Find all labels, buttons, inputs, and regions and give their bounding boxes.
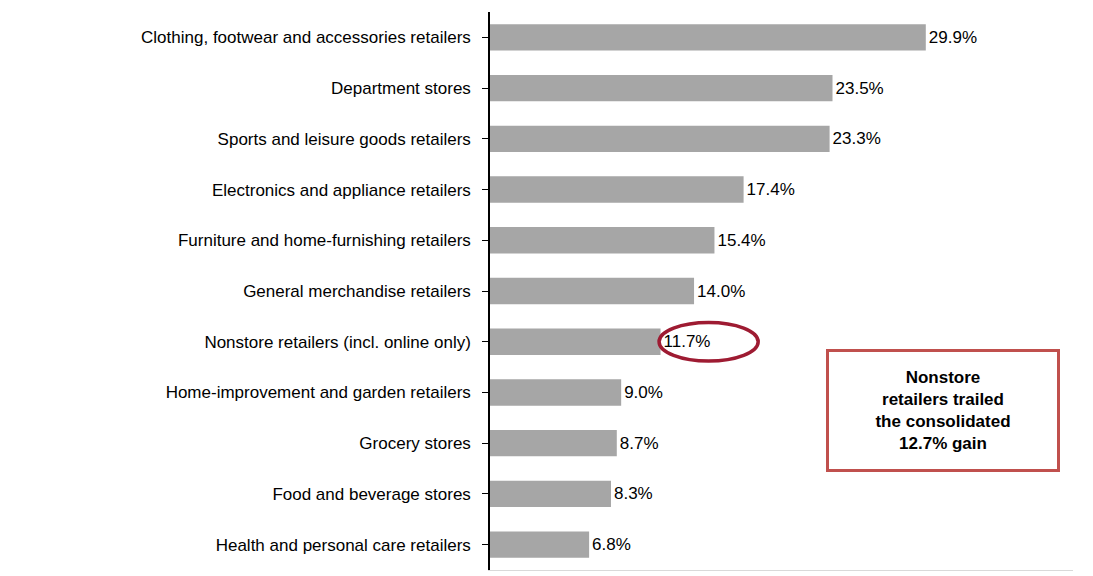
svg-text:17.4%: 17.4%: [747, 180, 795, 199]
svg-text:Home-improvement and garden re: Home-improvement and garden retailers: [166, 383, 471, 402]
svg-text:Nonstoreretailers trailedthe c: Nonstoreretailers trailedthe consolidate…: [875, 368, 1010, 453]
svg-text:Grocery stores: Grocery stores: [359, 434, 470, 453]
svg-text:Department stores: Department stores: [331, 79, 471, 98]
svg-text:Nonstore retailers (incl. onli: Nonstore retailers (incl. online only): [204, 333, 470, 352]
svg-text:Furniture and home-furnishing: Furniture and home-furnishing retailers: [178, 231, 471, 250]
svg-text:Sports and leisure goods retai: Sports and leisure goods retailers: [218, 130, 471, 149]
svg-text:General merchandise retailers: General merchandise retailers: [243, 282, 471, 301]
svg-text:9.0%: 9.0%: [624, 383, 663, 402]
svg-text:Electronics and appliance reta: Electronics and appliance retailers: [212, 181, 471, 200]
svg-text:29.9%: 29.9%: [929, 28, 977, 47]
svg-text:8.3%: 8.3%: [614, 484, 653, 503]
svg-text:15.4%: 15.4%: [717, 231, 765, 250]
svg-text:Health and personal care retai: Health and personal care retailers: [216, 536, 471, 555]
svg-text:6.8%: 6.8%: [592, 535, 631, 554]
svg-text:14.0%: 14.0%: [697, 282, 745, 301]
svg-text:23.5%: 23.5%: [836, 79, 884, 98]
svg-text:Clothing, footwear and accesso: Clothing, footwear and accessories retai…: [141, 28, 471, 47]
svg-text:8.7%: 8.7%: [620, 434, 659, 453]
svg-text:23.3%: 23.3%: [833, 129, 881, 148]
svg-text:Food and beverage stores: Food and beverage stores: [272, 485, 470, 504]
svg-text:11.7%: 11.7%: [664, 332, 711, 351]
